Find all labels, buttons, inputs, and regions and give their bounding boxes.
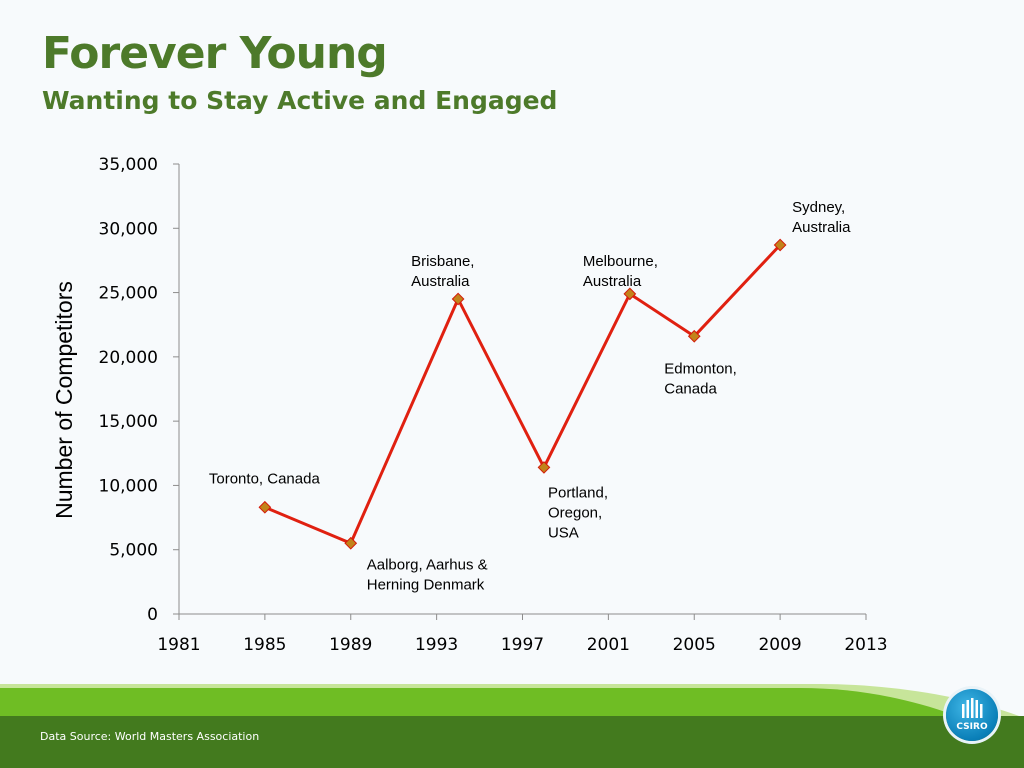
data-label-line: Melbourne, xyxy=(583,253,658,270)
y-tick-label: 35,000 xyxy=(99,155,158,175)
logo-bars-icon xyxy=(962,698,983,718)
y-axis-label: Number of Competitors xyxy=(51,281,77,519)
x-tick-label: 1985 xyxy=(243,635,286,655)
chart-axes: 0 5,000 10,000 15,000 20,000 25,000 30,000 35,0… xyxy=(51,155,888,655)
x-tick-label: 1989 xyxy=(329,635,372,655)
x-tick-label: 2009 xyxy=(758,635,801,655)
x-tick-label: 1981 xyxy=(157,635,200,655)
y-tick-label: 20,000 xyxy=(99,348,158,368)
data-point xyxy=(623,287,637,301)
data-label: Aalborg, Aarhus & Herning Denmark xyxy=(367,556,488,593)
data-source-note: Data Source: World Masters Association xyxy=(40,730,260,743)
line-chart: 0 5,000 10,000 15,000 20,000 25,000 30,000 35,0… xyxy=(51,155,888,655)
data-label-line: Portland, xyxy=(548,484,608,501)
x-tick-label: 2001 xyxy=(587,635,630,655)
data-label-line: Australia xyxy=(583,273,642,290)
data-label-line: Sydney, xyxy=(792,199,845,216)
x-tick-label: 1993 xyxy=(415,635,458,655)
data-label: Edmonton, Canada xyxy=(664,360,737,397)
data-label-line: Brisbane, xyxy=(411,253,474,270)
data-label: Toronto, Canada xyxy=(209,470,321,487)
y-tick-label: 5,000 xyxy=(109,541,158,561)
x-tick-label: 1997 xyxy=(501,635,544,655)
y-tick-label: 25,000 xyxy=(99,284,158,304)
data-label-line: Australia xyxy=(411,273,470,290)
logo-text: CSIRO xyxy=(956,722,988,732)
data-label: Sydney, Australia xyxy=(792,199,851,236)
data-label: Portland, Oregon, USA xyxy=(548,484,608,541)
y-tick-label: 15,000 xyxy=(99,412,158,432)
y-tick-label: 0 xyxy=(147,605,158,625)
csiro-logo: CSIRO xyxy=(946,689,998,741)
data-label: Brisbane, Australia xyxy=(411,253,474,290)
y-tick-label: 10,000 xyxy=(99,476,158,496)
data-label-line: Oregon, xyxy=(548,504,602,521)
y-tick-label: 30,000 xyxy=(99,219,158,239)
data-label-line: Herning Denmark xyxy=(367,576,485,593)
data-point xyxy=(451,292,465,306)
data-label-line: Australia xyxy=(792,219,851,236)
data-label-line: Toronto, Canada xyxy=(209,470,321,487)
data-point xyxy=(344,536,358,550)
slide-subtitle: Wanting to Stay Active and Engaged xyxy=(42,86,558,115)
x-tick-label: 2013 xyxy=(844,635,887,655)
slide-title: Forever Young xyxy=(42,28,388,79)
data-label-line: Aalborg, Aarhus & xyxy=(367,556,488,573)
data-point xyxy=(773,238,787,252)
chart-marks: Toronto, Canada Aalborg, Aarhus & Herning … xyxy=(209,199,851,593)
data-point xyxy=(258,500,272,514)
data-label-line: Edmonton, xyxy=(664,360,737,377)
data-label-line: Canada xyxy=(664,380,717,397)
data-point xyxy=(537,461,551,474)
data-label-line: USA xyxy=(548,524,579,541)
x-tick-label: 2005 xyxy=(673,635,716,655)
footer-dark-band xyxy=(0,716,1024,768)
data-point xyxy=(687,329,701,343)
data-label: Melbourne, Australia xyxy=(583,253,658,290)
